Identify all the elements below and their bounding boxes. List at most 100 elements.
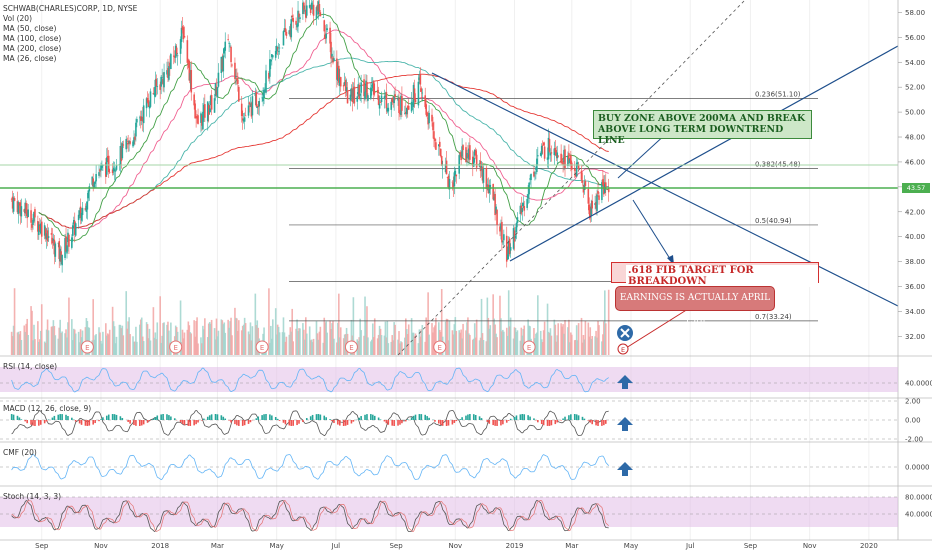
candle-body xyxy=(349,94,352,101)
candle-body xyxy=(345,87,348,92)
close-icon[interactable] xyxy=(617,325,633,341)
volume-bar xyxy=(141,336,144,355)
volume-bar xyxy=(127,321,129,355)
candle-body xyxy=(194,103,196,119)
ma-26-line xyxy=(38,13,609,242)
candle-body xyxy=(587,188,590,204)
candle-body xyxy=(201,115,203,126)
candle-body xyxy=(60,251,62,262)
earnings-callout[interactable]: EARNINGS IS ACTUALLY APRIL 15th xyxy=(615,286,775,326)
macd-hist-bar xyxy=(564,416,566,420)
candle-body xyxy=(66,245,68,254)
candle-body xyxy=(556,152,559,159)
volume-bar xyxy=(31,310,33,355)
candle-body xyxy=(555,150,558,156)
macd-hist-bar xyxy=(292,420,294,426)
macd-hist-bar xyxy=(317,414,320,420)
candle-body xyxy=(145,98,148,109)
candle-body xyxy=(68,234,70,247)
candle-body xyxy=(195,116,197,119)
candle-body xyxy=(265,70,267,93)
volume-bar xyxy=(508,326,511,355)
arrow-up-glyph xyxy=(617,417,633,431)
volume-bar xyxy=(224,332,227,355)
arrow-up-icon xyxy=(617,462,633,476)
macd-hist-bar xyxy=(556,420,559,423)
candle-body xyxy=(180,27,183,42)
candle-body xyxy=(378,103,381,109)
macd-hist-bar xyxy=(105,415,108,420)
candle-body xyxy=(148,105,151,109)
volume-bar xyxy=(462,323,464,355)
candle-body xyxy=(505,235,508,262)
macd-hist-bar xyxy=(20,419,23,420)
candle-body xyxy=(496,209,498,225)
macd-hist-bar xyxy=(492,420,494,426)
volume-bar xyxy=(516,330,519,355)
candle-body xyxy=(489,184,492,190)
candle-body xyxy=(61,254,63,266)
volume-bar xyxy=(407,324,410,355)
macd-hist-bar xyxy=(146,420,149,423)
volume-bar xyxy=(325,321,327,355)
macd-hist-bar xyxy=(78,420,81,424)
macd-hist-bar xyxy=(296,420,298,426)
macd-hist-bar xyxy=(34,420,36,426)
macd-hist-bar xyxy=(366,414,368,420)
volume-bar xyxy=(30,306,32,355)
macd-hist-bar xyxy=(350,420,353,424)
volume-bar xyxy=(560,323,562,355)
candle-body xyxy=(583,182,586,190)
candle-body xyxy=(329,27,331,44)
candle-body xyxy=(31,223,33,228)
earnings-upcoming-label: E xyxy=(621,346,625,354)
volume-bar xyxy=(482,339,485,355)
volume-bar xyxy=(256,320,259,355)
candle-body xyxy=(291,15,294,18)
macd-hist-bar xyxy=(315,414,318,420)
macd-hist-bar xyxy=(550,420,553,426)
volume-bar xyxy=(473,323,476,355)
macd-hist-bar xyxy=(364,414,366,420)
candle-body xyxy=(468,148,470,160)
candle-body xyxy=(596,194,598,211)
volume-bar xyxy=(85,318,88,355)
volume-bar xyxy=(288,334,291,355)
volume-bar xyxy=(206,337,209,355)
macd-hist-bar xyxy=(249,420,252,423)
volume-bar xyxy=(142,341,145,355)
price-tick-label: 46.00 xyxy=(905,158,925,166)
candle-body xyxy=(274,50,277,58)
volume-bar xyxy=(135,326,137,355)
macd-hist-bar xyxy=(570,414,572,420)
dashed-trend-line xyxy=(397,0,746,356)
fib-target-annotation[interactable]: .618 FIB TARGET FOR BREAKDOWN xyxy=(611,262,819,287)
volume-bar xyxy=(312,338,315,355)
candle-body xyxy=(13,198,16,201)
candle-body xyxy=(193,94,195,106)
macd-hist-bar xyxy=(597,420,599,426)
candle-body xyxy=(186,40,189,63)
macd-hist-bar xyxy=(142,420,145,425)
candle-body xyxy=(530,174,532,181)
macd-hist-bar xyxy=(257,416,260,420)
candle-body xyxy=(582,185,585,193)
symbol-title: SCHWAB(CHARLES)CORP, 1D, NYSE xyxy=(3,4,138,13)
macd-hist-bar xyxy=(173,418,176,420)
volume-bar xyxy=(270,325,272,355)
volume-bar xyxy=(68,297,70,355)
candle-body xyxy=(427,117,429,125)
buy-zone-annotation[interactable]: BUY ZONE ABOVE 200MA AND BREAK ABOVE LON… xyxy=(593,110,812,146)
volume-bar xyxy=(299,328,301,355)
volume-bar xyxy=(268,288,270,355)
candle-body xyxy=(204,104,206,118)
macd-hist-bar xyxy=(337,420,339,425)
candle-body xyxy=(418,77,421,81)
volume-bar xyxy=(133,341,135,355)
volume-bar xyxy=(132,336,134,355)
candle-body xyxy=(229,45,231,47)
candle-body xyxy=(398,98,400,113)
volume-bar xyxy=(241,325,244,355)
candle-body xyxy=(507,240,510,255)
